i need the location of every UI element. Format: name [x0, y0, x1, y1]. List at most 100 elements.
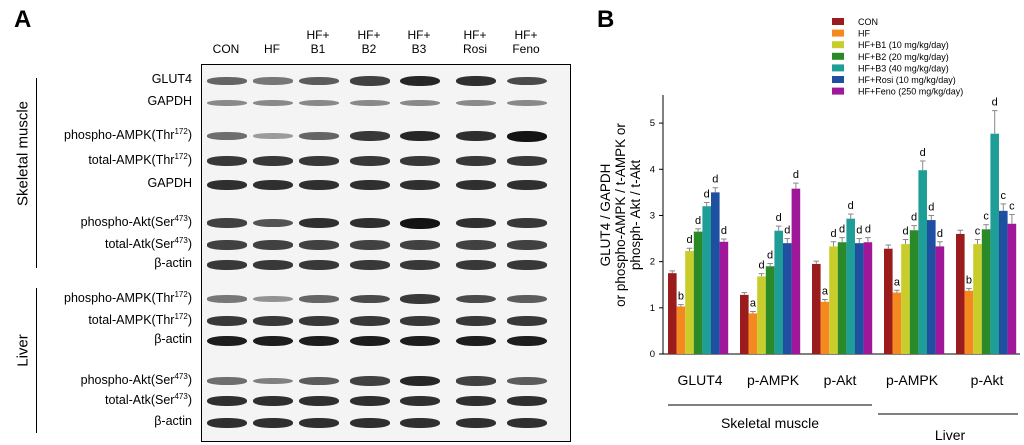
bar	[668, 273, 677, 354]
blot-band	[400, 316, 440, 326]
bar	[973, 244, 982, 354]
blot-band	[400, 396, 440, 406]
blot-band	[350, 156, 390, 166]
lane-label: HF+ B2	[349, 28, 389, 56]
lane-label-line1: HF+	[463, 28, 487, 42]
blot-row-label: total-AMPK(Thr172)	[88, 152, 192, 168]
lane-label: HF+ Rosi	[455, 28, 495, 56]
bar	[685, 251, 694, 354]
blot-band	[456, 76, 496, 86]
blot-band	[350, 218, 390, 228]
lane-label-line2: B3	[411, 42, 427, 56]
y-axis-label-line: phosph- Akt / t-Akt	[628, 160, 643, 271]
lane-label: HF+ Feno	[506, 28, 546, 56]
significance-label: d	[992, 97, 998, 109]
lane-label-line2: B2	[361, 42, 377, 56]
blot-row-label: total-AMPK(Thr172)	[88, 312, 192, 328]
blot-row-label: β-actin	[154, 414, 192, 428]
blot-row-label: phospho-Akt(Ser473)	[80, 372, 192, 388]
y-axis-label: GLUT4 / GAPDH or phospho-AMPK / t-AMPK or…	[598, 123, 643, 307]
blot-band	[400, 180, 440, 190]
blot-band	[400, 294, 440, 304]
blot-band	[456, 99, 496, 107]
significance-label: d	[920, 147, 926, 159]
legend-label: HF+B1 (10 mg/kg/day)	[858, 40, 949, 50]
bar	[711, 192, 720, 354]
significance-label: d	[695, 215, 701, 227]
axes: 0 1 2 3 4 5 GLUT4 p-AMPK p-Akt p-AMPK p-Akt Skeleta…	[650, 95, 1020, 443]
blot-band	[299, 76, 339, 86]
blot-row-label: phospho-AMPK(Thr172)	[64, 127, 192, 143]
blot-band	[207, 260, 247, 270]
significance-label: d	[839, 224, 845, 236]
blot-band	[400, 156, 440, 166]
blot-row-label: phospho-AMPK(Thr172)	[64, 290, 192, 306]
bar	[927, 220, 936, 354]
legend-swatch	[832, 18, 844, 25]
lane-label: HF+ B3	[399, 28, 439, 56]
blot-band	[400, 130, 440, 142]
group-label: Skeletal muscle	[721, 415, 819, 431]
bar	[774, 230, 783, 354]
bar	[964, 290, 974, 354]
blot-band	[207, 218, 247, 228]
blot-band	[253, 418, 293, 428]
significance-label: d	[776, 212, 782, 224]
y-tick-label: 2	[650, 257, 655, 268]
blot-band	[456, 294, 496, 304]
blot-band	[299, 396, 339, 406]
blot-band	[350, 335, 390, 347]
y-axis-label-line: GLUT4 / GAPDH	[598, 164, 613, 267]
lane-label: HF+ B1	[298, 28, 338, 56]
blot-band	[400, 99, 440, 107]
blot-band	[507, 130, 547, 142]
bar	[863, 242, 873, 354]
bar	[837, 242, 847, 354]
significance-label: a	[750, 298, 757, 310]
blot-band	[456, 180, 496, 190]
blot-band	[253, 316, 293, 326]
significance-label: c	[1001, 190, 1007, 202]
significance-label: d	[712, 174, 718, 186]
significance-label: d	[848, 200, 854, 212]
western-blot-image	[201, 64, 571, 442]
lane-label-line2: Rosi	[462, 42, 487, 56]
legend-label: CON	[858, 17, 878, 27]
y-tick-label: 5	[650, 118, 655, 129]
blot-band	[207, 295, 247, 303]
significance-label: c	[983, 211, 989, 223]
blot-band	[350, 240, 390, 250]
bar	[702, 206, 711, 354]
bar	[740, 294, 749, 354]
category-label: p-Akt	[824, 372, 857, 388]
bar	[829, 246, 838, 354]
significance-label: d	[686, 234, 692, 246]
panel-a-letter: A	[14, 6, 32, 33]
blot-band	[299, 240, 339, 250]
legend-swatch	[832, 76, 844, 83]
significance-label: c	[1009, 201, 1015, 213]
significance-label: d	[937, 228, 943, 240]
lane-label: CON	[206, 42, 246, 56]
bar	[981, 229, 991, 354]
blot-band	[350, 396, 390, 406]
blot-band	[507, 260, 547, 270]
blot-row-label: GLUT4	[151, 72, 192, 86]
blot-row-label: total-Atk(Ser473)	[105, 236, 192, 252]
blot-band	[207, 77, 247, 85]
legend-swatch	[832, 41, 844, 49]
blot-band	[299, 132, 339, 140]
blot-band	[253, 260, 293, 270]
blot-band	[253, 99, 293, 107]
blot-band	[507, 156, 547, 166]
bar	[892, 292, 902, 354]
blot-band	[350, 99, 390, 107]
legend-swatch	[832, 64, 844, 72]
bar	[693, 231, 703, 354]
blot-band	[456, 376, 496, 386]
lane-label-line1: HF+	[306, 28, 330, 42]
blot-band	[507, 76, 547, 86]
blot-band	[507, 376, 547, 386]
